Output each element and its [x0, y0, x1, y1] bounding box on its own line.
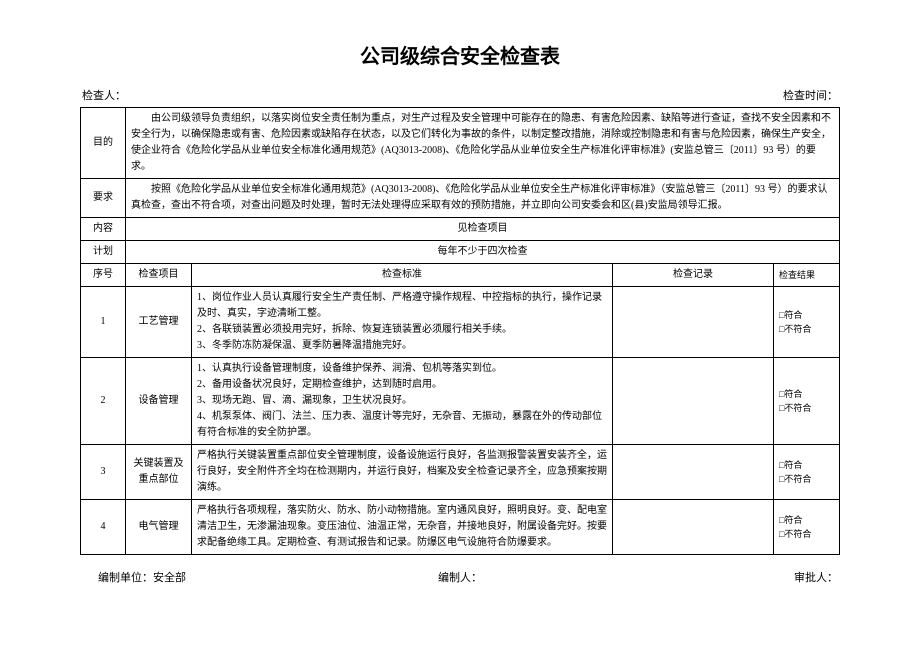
item-record: [613, 358, 774, 445]
row-content: 内容 见检查项目: [81, 218, 840, 241]
content-label: 内容: [81, 218, 126, 241]
seq-cell: 3: [81, 445, 126, 500]
item-result: □符合□不符合: [774, 287, 840, 358]
header-line: 检查人： 检查时间：: [80, 87, 840, 103]
item-name: 设备管理: [126, 358, 192, 445]
item-result: □符合□不符合: [774, 358, 840, 445]
time-label: 检查时间：: [783, 87, 838, 103]
plan-label: 计划: [81, 241, 126, 264]
table-row: 1 工艺管理 1、岗位作业人员认真履行安全生产责任制、严格遵守操作规程、中控指标…: [81, 287, 840, 358]
item-standard: 1、岗位作业人员认真履行安全生产责任制、严格遵守操作规程、中控指标的执行，操作记…: [192, 287, 613, 358]
footer-approver: 审批人：: [794, 569, 838, 585]
footer: 编制单位：安全部 编制人： 审批人：: [80, 569, 840, 585]
row-requirement: 要求 按照《危险化学品从业单位安全标准化通用规范》(AQ3013-2008)、《…: [81, 179, 840, 218]
item-name: 电气管理: [126, 500, 192, 555]
item-record: [613, 287, 774, 358]
head-seq: 序号: [81, 264, 126, 287]
seq-cell: 1: [81, 287, 126, 358]
item-name: 关键装置及重点部位: [126, 445, 192, 500]
footer-dept: 编制单位：安全部: [98, 569, 186, 585]
row-plan: 计划 每年不少于四次检查: [81, 241, 840, 264]
page-title: 公司级综合安全检查表: [80, 40, 840, 69]
head-record: 检查记录: [613, 264, 774, 287]
requirement-label: 要求: [81, 179, 126, 218]
item-record: [613, 445, 774, 500]
inspector-label: 检查人：: [82, 87, 126, 103]
table-row: 3 关键装置及重点部位 严格执行关键装置重点部位安全管理制度，设备设施运行良好，…: [81, 445, 840, 500]
row-table-head: 序号 检查项目 检查标准 检查记录 检查结果: [81, 264, 840, 287]
item-standard: 严格执行各项规程，落实防火、防水、防小动物措施。室内通风良好，照明良好。变、配电…: [192, 500, 613, 555]
seq-cell: 4: [81, 500, 126, 555]
purpose-text: 由公司级领导负责组织，以落实岗位安全责任制为重点，对生产过程及安全管理中可能存在…: [126, 108, 840, 179]
item-standard: 严格执行关键装置重点部位安全管理制度，设备设施运行良好，各监测报警装置安装齐全，…: [192, 445, 613, 500]
item-name: 工艺管理: [126, 287, 192, 358]
seq-cell: 2: [81, 358, 126, 445]
inspection-table: 目的 由公司级领导负责组织，以落实岗位安全责任制为重点，对生产过程及安全管理中可…: [80, 107, 840, 555]
head-item: 检查项目: [126, 264, 192, 287]
row-purpose: 目的 由公司级领导负责组织，以落实岗位安全责任制为重点，对生产过程及安全管理中可…: [81, 108, 840, 179]
item-standard: 1、认真执行设备管理制度，设备维护保养、润滑、包机等落实到位。2、备用设备状况良…: [192, 358, 613, 445]
item-result: □符合□不符合: [774, 445, 840, 500]
footer-author: 编制人：: [438, 569, 482, 585]
item-result: □符合□不符合: [774, 500, 840, 555]
content-text: 见检查项目: [126, 218, 840, 241]
purpose-label: 目的: [81, 108, 126, 179]
requirement-text: 按照《危险化学品从业单位安全标准化通用规范》(AQ3013-2008)、《危险化…: [126, 179, 840, 218]
head-standard: 检查标准: [192, 264, 613, 287]
table-row: 2 设备管理 1、认真执行设备管理制度，设备维护保养、润滑、包机等落实到位。2、…: [81, 358, 840, 445]
item-record: [613, 500, 774, 555]
head-result: 检查结果: [774, 264, 840, 287]
table-row: 4 电气管理 严格执行各项规程，落实防火、防水、防小动物措施。室内通风良好，照明…: [81, 500, 840, 555]
plan-text: 每年不少于四次检查: [126, 241, 840, 264]
